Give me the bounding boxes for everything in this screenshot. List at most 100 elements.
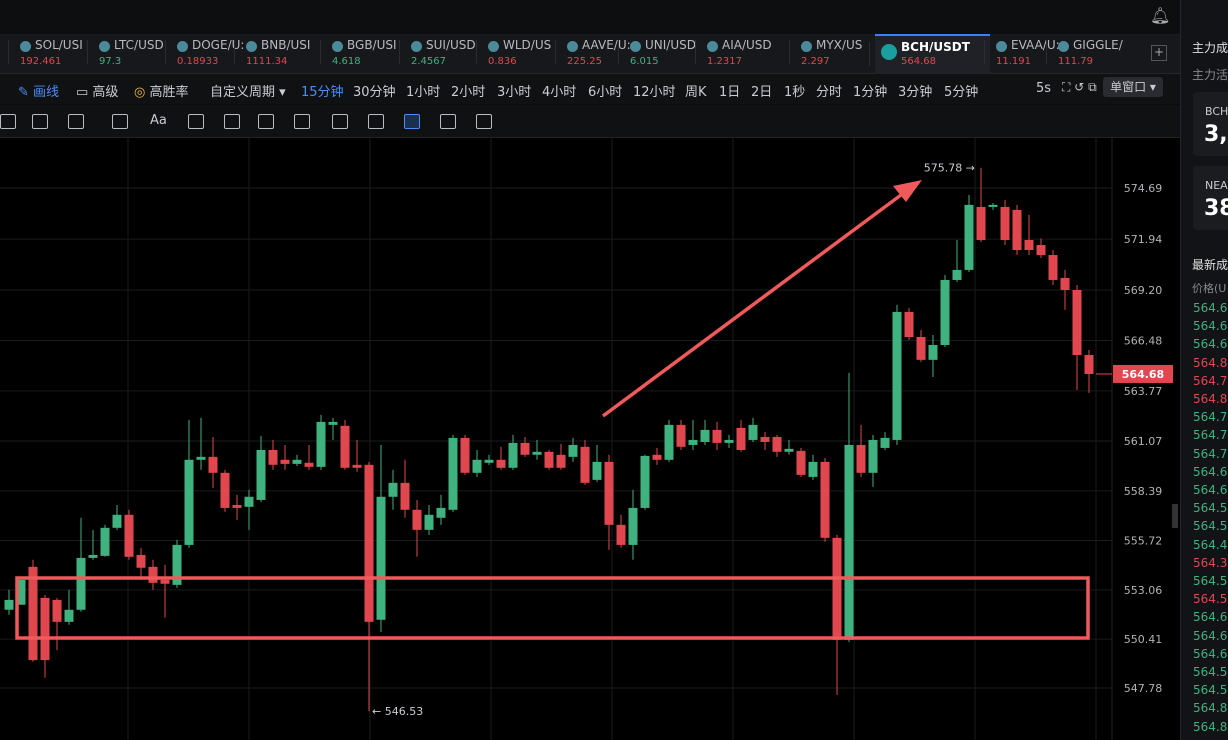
- tab-symbol: SUI/USD: [426, 38, 476, 52]
- win-rate-button[interactable]: ◎ 高胜率: [134, 85, 189, 100]
- trade-price: 564.58: [1193, 501, 1228, 516]
- candle-body: [220, 472, 230, 508]
- draw-button[interactable]: ✎ 画线: [18, 85, 60, 100]
- tab-price: 225.25: [567, 56, 602, 67]
- candle-body: [292, 459, 302, 464]
- candle-body: [448, 437, 458, 510]
- period-button[interactable]: 1秒: [784, 85, 806, 100]
- tool-icon[interactable]: [332, 114, 348, 129]
- period-button[interactable]: 12小时: [633, 85, 676, 100]
- candle-body: [532, 451, 542, 455]
- candle-body: [640, 455, 650, 508]
- period-button[interactable]: 分时: [816, 85, 843, 100]
- tool-icon[interactable]: [0, 114, 16, 129]
- candle-body: [1060, 277, 1070, 290]
- coin-icon: [20, 41, 31, 52]
- tool-icon[interactable]: [188, 114, 204, 129]
- symbol-tab[interactable]: UNI/USD 6.015: [618, 34, 701, 72]
- tool-icon[interactable]: [476, 114, 492, 129]
- tool-icon[interactable]: [440, 114, 456, 129]
- tab-symbol: BCH/USDT: [901, 40, 970, 54]
- period-button[interactable]: 1小时: [406, 85, 441, 100]
- y-tick-label: 561.07: [1124, 435, 1163, 448]
- candle-body: [820, 461, 830, 538]
- symbol-tab[interactable]: BCH/USDT 564.68: [869, 34, 990, 74]
- tool-icon[interactable]: [368, 114, 384, 129]
- candle-body: [244, 496, 254, 507]
- coin-icon: [881, 44, 897, 60]
- candle-body: [208, 456, 218, 473]
- symbol-tab[interactable]: EVAA/U: 11.191: [984, 34, 1060, 72]
- tool-icon[interactable]: [224, 114, 240, 129]
- candle-body: [520, 442, 530, 455]
- tab-price: 192.461: [20, 56, 62, 67]
- period-button[interactable]: 6小时: [588, 85, 623, 100]
- y-tick-label: 558.39: [1124, 485, 1163, 498]
- symbol-tab[interactable]: SUI/USD 2.4567: [399, 34, 482, 72]
- candle-body: [316, 421, 326, 467]
- symbol-tab[interactable]: BNB/USI 1111.34: [234, 34, 326, 72]
- candle-body: [664, 424, 674, 460]
- y-tick-label: 550.41: [1124, 633, 1163, 646]
- candle-body: [124, 514, 134, 557]
- candle-body: [388, 482, 398, 497]
- tool-icon[interactable]: [404, 114, 420, 129]
- custom-period[interactable]: 自定义周期 ▾: [210, 85, 286, 100]
- period-button[interactable]: 1日: [719, 85, 741, 100]
- period-button[interactable]: 5分钟: [944, 85, 979, 100]
- view-icons[interactable]: ⛶ ↺ ⧉: [1062, 80, 1097, 94]
- candle-body: [112, 514, 122, 528]
- period-button[interactable]: 1分钟: [853, 85, 888, 100]
- candle-body: [856, 444, 866, 473]
- symbol-tab[interactable]: MYX/US 2.297: [789, 34, 875, 72]
- tool-icon[interactable]: [68, 114, 84, 129]
- candle-body: [148, 566, 158, 583]
- tool-icon[interactable]: [112, 114, 128, 129]
- period-button[interactable]: 2小时: [451, 85, 486, 100]
- candle-body: [616, 524, 626, 545]
- coin-icon: [99, 41, 110, 52]
- tab-symbol: WLD/US: [503, 38, 552, 52]
- symbol-tab[interactable]: AIA/USD 1.2317: [695, 34, 795, 72]
- coin-icon: [411, 41, 422, 52]
- symbol-tab[interactable]: LTC/USD 97.3: [87, 34, 171, 72]
- period-button[interactable]: 30分钟: [353, 85, 396, 100]
- period-button[interactable]: 3分钟: [898, 85, 933, 100]
- candle-body: [1072, 289, 1082, 356]
- y-tick-label: 547.78: [1124, 682, 1163, 695]
- symbol-tab[interactable]: WLD/US 0.836: [476, 34, 561, 72]
- refresh-rate[interactable]: 5s: [1036, 81, 1052, 96]
- period-toolbar: ✎ 画线 ▭ 高级 ◎ 高胜率 自定义周期 ▾ 5s ⛶ ↺ ⧉ 单窗口 ▾ 1…: [0, 74, 1180, 104]
- top-icons[interactable]: 🔔︎: [1150, 6, 1171, 25]
- candle-body: [280, 459, 290, 464]
- tab-symbol: BNB/USI: [261, 38, 311, 52]
- tool-icon[interactable]: [258, 114, 274, 129]
- candle-body: [76, 557, 86, 610]
- candle-body: [904, 311, 914, 337]
- period-button[interactable]: 4小时: [542, 85, 577, 100]
- symbol-tab[interactable]: DOGE/U: 0.18933: [165, 34, 244, 72]
- last-price: 564.68: [1122, 368, 1164, 381]
- period-button[interactable]: 周K: [685, 85, 707, 100]
- symbol-tab[interactable]: GIGGLE/111.79: [1046, 34, 1140, 72]
- symbol-tab[interactable]: SOL/USI 192.461: [8, 34, 93, 72]
- add-tab[interactable]: +: [1151, 45, 1167, 61]
- candle-body: [892, 311, 902, 440]
- candle-body: [652, 454, 662, 460]
- tool-icon[interactable]: [294, 114, 310, 129]
- symbol-tab[interactable]: AAVE/U: 225.25: [555, 34, 631, 72]
- advanced-button[interactable]: ▭ 高级: [76, 85, 119, 100]
- period-button[interactable]: 3小时: [497, 85, 532, 100]
- window-label: 单窗口: [1110, 80, 1147, 94]
- symbol-tab[interactable]: BGB/USI 4.618: [320, 34, 405, 72]
- period-button[interactable]: 2日: [751, 85, 773, 100]
- tab-price: 2.4567: [411, 56, 446, 67]
- window-select[interactable]: 单窗口 ▾: [1103, 77, 1163, 97]
- custom-period-label: 自定义周期: [210, 85, 276, 100]
- candle-body: [976, 206, 986, 241]
- tool-icon[interactable]: [32, 114, 48, 129]
- trade-price: 564.47: [1193, 537, 1228, 552]
- tool-text[interactable]: Aa: [150, 113, 167, 128]
- period-button[interactable]: 15分钟: [301, 85, 344, 100]
- candle-body: [748, 424, 758, 440]
